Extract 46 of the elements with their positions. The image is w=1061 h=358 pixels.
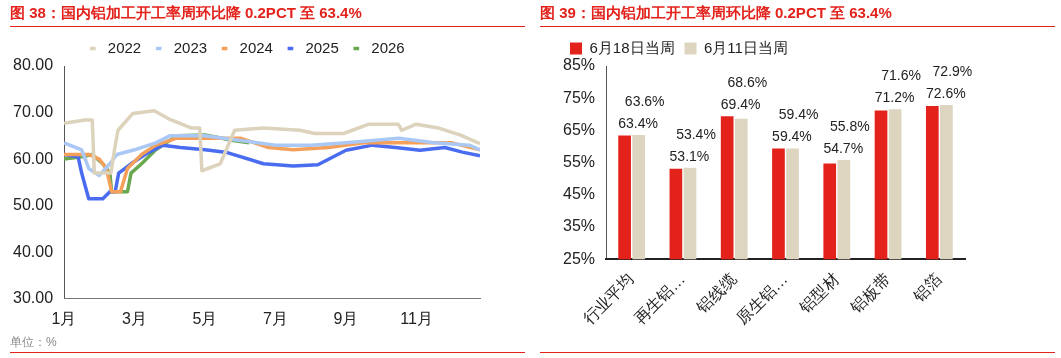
- data-label: 59.4%: [772, 128, 812, 145]
- legend-label: 2023: [173, 38, 208, 56]
- chart-title: 图 39：国内铝加工开工率周环比降 0.2PCT 至 63.4%: [540, 0, 1055, 27]
- x-tick-label: 5月: [192, 309, 218, 327]
- data-label: 53.4%: [676, 125, 716, 142]
- legend-label: 2024: [239, 38, 273, 56]
- chart-title: 图 38：国内铝加工开工率周环比降 0.2PCT 至 63.4%: [10, 0, 525, 27]
- text: 单位：%: [10, 332, 525, 353]
- data-label: 59.4%: [778, 106, 819, 123]
- data-label: 63.6%: [624, 92, 665, 109]
- data-label: 72.9%: [932, 62, 973, 79]
- y-tick-label: 65%: [562, 120, 596, 138]
- y-tick-label: 60.00: [12, 149, 54, 167]
- x-tick-label: 7月: [263, 309, 288, 327]
- data-label: 72.6%: [925, 84, 966, 101]
- y-tick-label: 25%: [562, 249, 596, 267]
- x-tick-label: 9月: [333, 309, 359, 327]
- legend-label: 6月11日当周: [704, 38, 788, 56]
- x-tick-label: 铝型材: [795, 270, 843, 317]
- data-label: 68.6%: [727, 74, 768, 91]
- data-label: 71.2%: [874, 89, 915, 105]
- y-tick-label: 55%: [562, 152, 596, 170]
- y-tick-label: 45%: [562, 185, 596, 203]
- y-tick-label: 80.00: [12, 56, 54, 74]
- y-tick-label: 75%: [562, 88, 596, 106]
- y-tick-label: 50.00: [12, 196, 54, 214]
- y-tick-label: 35%: [562, 217, 596, 235]
- y-tick-label: 30.00: [12, 289, 54, 307]
- x-tick-label: 3月: [122, 309, 147, 327]
- legend-label: 6月18日当周: [589, 38, 675, 56]
- data-label: 69.4%: [720, 96, 761, 113]
- y-tick-label: 40.00: [12, 242, 54, 260]
- data-label: 63.4%: [618, 114, 658, 131]
- x-tick-label: 铝箔: [909, 270, 945, 306]
- data-label: 71.6%: [881, 67, 921, 83]
- data-label: 53.1%: [669, 147, 710, 164]
- data-label: 54.7%: [823, 139, 864, 156]
- legend-label: 2025: [305, 38, 339, 56]
- y-tick-label: 85%: [562, 56, 596, 74]
- legend-label: 2026: [371, 38, 405, 56]
- x-tick-label: 铝板带: [846, 270, 894, 317]
- legend-label: 2022: [107, 38, 142, 56]
- y-tick-label: 70.00: [12, 102, 54, 120]
- data-label: 55.8%: [829, 117, 870, 134]
- x-tick-label: 11月: [400, 309, 433, 327]
- x-tick-label: 1月: [51, 309, 77, 327]
